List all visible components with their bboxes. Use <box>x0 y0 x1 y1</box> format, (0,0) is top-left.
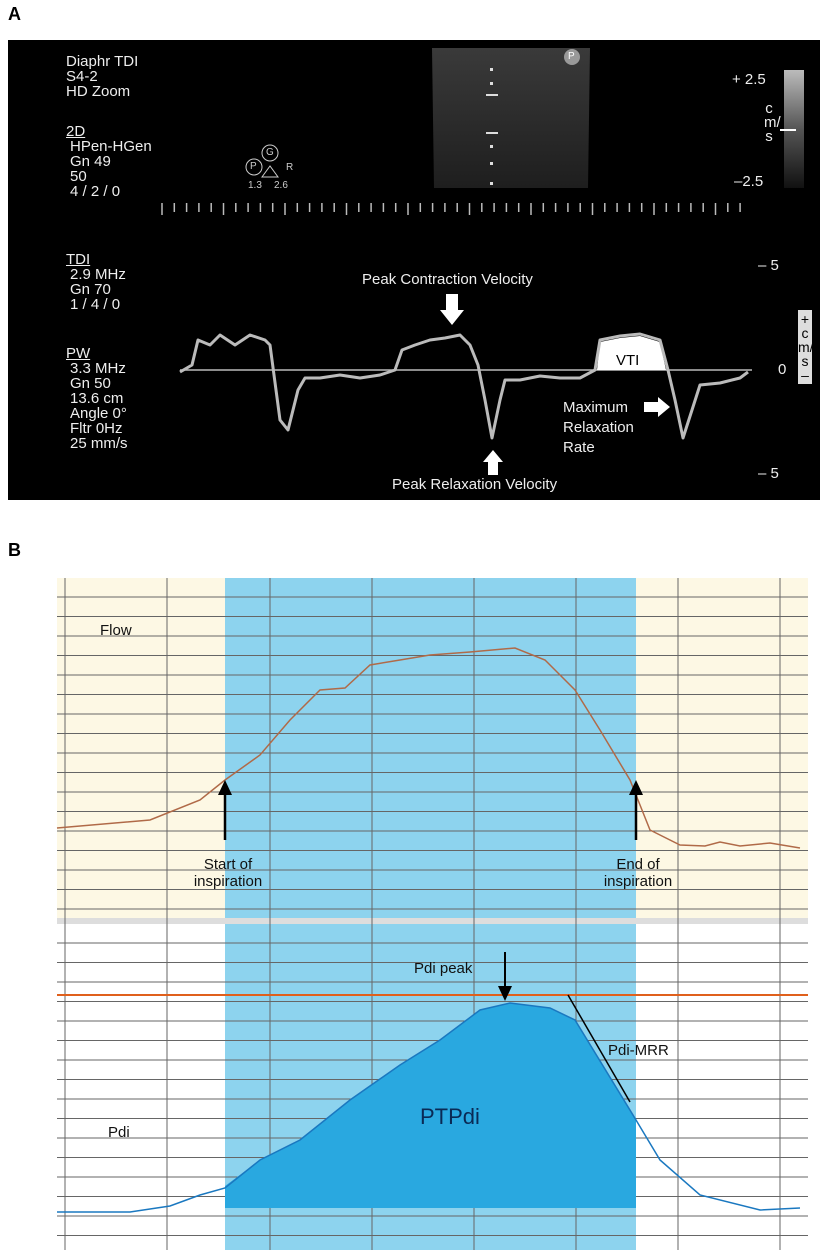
annotation: Maximum Relaxation Rate <box>563 398 643 458</box>
setting-line: Angle 0° <box>66 406 128 421</box>
velocity-unit: +cm/s– <box>798 310 812 384</box>
color-scale-top: + 2.5 <box>732 72 766 87</box>
ptpdi-label: PTPdi <box>420 1104 480 1130</box>
setting-line: 2D <box>66 124 152 139</box>
panel-label: B <box>8 540 21 561</box>
setting-line: 50 <box>66 169 152 184</box>
setting-line: Gn 49 <box>66 154 152 169</box>
ultrasound-panel <box>8 40 820 500</box>
setting-line: 2.9 MHz <box>66 267 126 282</box>
probe-letter: P <box>568 51 575 62</box>
setting-line: Gn 70 <box>66 282 126 297</box>
velocity-zero: 0 <box>778 362 786 377</box>
setting-line: 4 / 2 / 0 <box>66 184 152 199</box>
setting-line: Diaphr TDI <box>66 54 138 69</box>
end-label: End of inspiration <box>588 856 688 890</box>
setting-line: 1 / 4 / 0 <box>66 297 126 312</box>
flow-label: Flow <box>100 622 132 639</box>
setting-line: S4-2 <box>66 69 138 84</box>
focus-letter: P <box>250 161 257 172</box>
color-scale-bottom: –2.5 <box>734 174 763 189</box>
start-label: Start of inspiration <box>178 856 278 890</box>
right-letter: R <box>286 162 293 173</box>
right-value: 2.6 <box>274 180 288 191</box>
annotation: Peak Relaxation Velocity <box>392 477 557 492</box>
panel-label: A <box>8 4 21 25</box>
setting-line: 13.6 cm <box>66 391 128 406</box>
color-scale-unit: cm/s <box>764 102 774 144</box>
setting-line: HPen-HGen <box>66 139 152 154</box>
pdi-mrr-label: Pdi-MRR <box>608 1042 669 1059</box>
setting-line: Gn 50 <box>66 376 128 391</box>
pdi-peak-label: Pdi peak <box>414 960 472 977</box>
vti-label: VTI <box>616 352 639 369</box>
velocity-top: – 5 <box>758 258 779 273</box>
setting-line: PW <box>66 346 128 361</box>
setting-line: HD Zoom <box>66 84 138 99</box>
velocity-bottom: – 5 <box>758 466 779 481</box>
figure: A Diaphr TDIS4-2HD Zoom 2DHPen-HGenGn 49… <box>0 0 828 1250</box>
setting-line: Fltr 0Hz <box>66 421 128 436</box>
setting-line: 25 mm/s <box>66 436 128 451</box>
left-value: 1.3 <box>248 180 262 191</box>
gain-letter: G <box>266 147 274 158</box>
annotation: Peak Contraction Velocity <box>362 272 533 287</box>
setting-line: TDI <box>66 252 126 267</box>
sector-image <box>432 48 590 188</box>
page: {"panel_a": {"label": "A", "header": ["D… <box>0 0 828 1250</box>
pdi-label: Pdi <box>108 1124 130 1141</box>
divider <box>57 918 808 924</box>
setting-line: 3.3 MHz <box>66 361 128 376</box>
